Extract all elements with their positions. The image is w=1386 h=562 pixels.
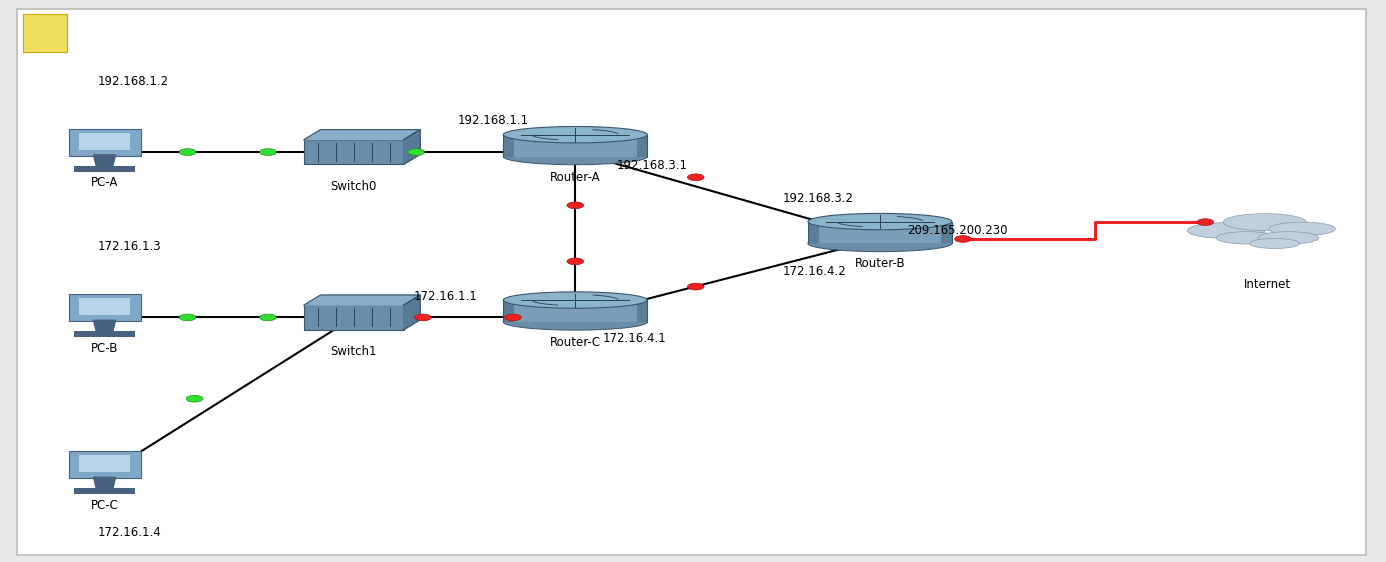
- Text: Router-B: Router-B: [855, 257, 905, 270]
- Polygon shape: [93, 320, 115, 332]
- Ellipse shape: [1217, 232, 1278, 244]
- Text: PC-B: PC-B: [91, 342, 118, 355]
- Ellipse shape: [808, 235, 952, 252]
- Polygon shape: [403, 130, 420, 165]
- Circle shape: [414, 314, 431, 321]
- Circle shape: [687, 283, 704, 290]
- FancyBboxPatch shape: [808, 221, 952, 243]
- FancyBboxPatch shape: [304, 305, 403, 330]
- Circle shape: [186, 395, 202, 402]
- Text: 172.16.1.3: 172.16.1.3: [97, 240, 161, 253]
- FancyBboxPatch shape: [808, 221, 819, 243]
- Ellipse shape: [1270, 222, 1336, 235]
- FancyBboxPatch shape: [304, 140, 403, 165]
- Circle shape: [1198, 219, 1214, 225]
- FancyBboxPatch shape: [68, 129, 140, 156]
- FancyBboxPatch shape: [79, 455, 130, 472]
- FancyBboxPatch shape: [503, 135, 647, 157]
- Polygon shape: [304, 130, 420, 140]
- FancyBboxPatch shape: [22, 14, 67, 52]
- Polygon shape: [93, 477, 115, 488]
- Polygon shape: [304, 295, 420, 305]
- Circle shape: [567, 202, 584, 209]
- Text: 192.168.3.2: 192.168.3.2: [783, 192, 854, 205]
- Text: 192.168.3.1: 192.168.3.1: [617, 158, 687, 171]
- Text: Switch1: Switch1: [330, 346, 377, 359]
- Text: 172.16.1.4: 172.16.1.4: [97, 526, 161, 539]
- FancyBboxPatch shape: [73, 332, 134, 337]
- Text: Switch0: Switch0: [331, 180, 377, 193]
- Text: 172.16.1.1: 172.16.1.1: [413, 291, 477, 303]
- Ellipse shape: [1224, 214, 1307, 230]
- Circle shape: [259, 314, 276, 321]
- Text: 172.16.4.1: 172.16.4.1: [603, 333, 667, 346]
- Ellipse shape: [1258, 232, 1319, 244]
- Circle shape: [259, 149, 276, 156]
- Text: Router-A: Router-A: [550, 170, 600, 184]
- FancyBboxPatch shape: [68, 294, 140, 321]
- Circle shape: [179, 149, 195, 156]
- FancyBboxPatch shape: [17, 8, 1367, 555]
- Text: 172.16.4.2: 172.16.4.2: [783, 265, 847, 278]
- Text: Internet: Internet: [1245, 278, 1292, 291]
- Circle shape: [179, 314, 195, 321]
- FancyBboxPatch shape: [503, 300, 647, 322]
- Polygon shape: [403, 295, 420, 330]
- FancyBboxPatch shape: [79, 298, 130, 315]
- FancyBboxPatch shape: [73, 166, 134, 171]
- Ellipse shape: [808, 214, 952, 230]
- Ellipse shape: [503, 292, 647, 309]
- Circle shape: [567, 258, 584, 265]
- Polygon shape: [93, 155, 115, 166]
- Text: PC-A: PC-A: [91, 176, 118, 189]
- FancyBboxPatch shape: [79, 133, 130, 150]
- Circle shape: [407, 149, 424, 156]
- Circle shape: [505, 314, 521, 321]
- Ellipse shape: [1250, 238, 1300, 248]
- FancyBboxPatch shape: [941, 221, 952, 243]
- Circle shape: [955, 235, 972, 242]
- Ellipse shape: [1188, 223, 1265, 238]
- Text: 192.168.1.1: 192.168.1.1: [457, 114, 528, 127]
- FancyBboxPatch shape: [73, 488, 134, 494]
- Circle shape: [687, 174, 704, 180]
- Text: Router-C: Router-C: [550, 336, 602, 349]
- FancyBboxPatch shape: [636, 135, 647, 157]
- Text: PC-C: PC-C: [90, 498, 118, 511]
- FancyBboxPatch shape: [503, 135, 514, 157]
- FancyBboxPatch shape: [636, 300, 647, 322]
- Ellipse shape: [503, 148, 647, 165]
- Text: 209.165.200.230: 209.165.200.230: [908, 224, 1008, 237]
- FancyBboxPatch shape: [503, 300, 514, 322]
- Text: 192.168.1.2: 192.168.1.2: [97, 75, 169, 88]
- FancyBboxPatch shape: [68, 451, 140, 478]
- Ellipse shape: [503, 126, 647, 143]
- Ellipse shape: [503, 314, 647, 330]
